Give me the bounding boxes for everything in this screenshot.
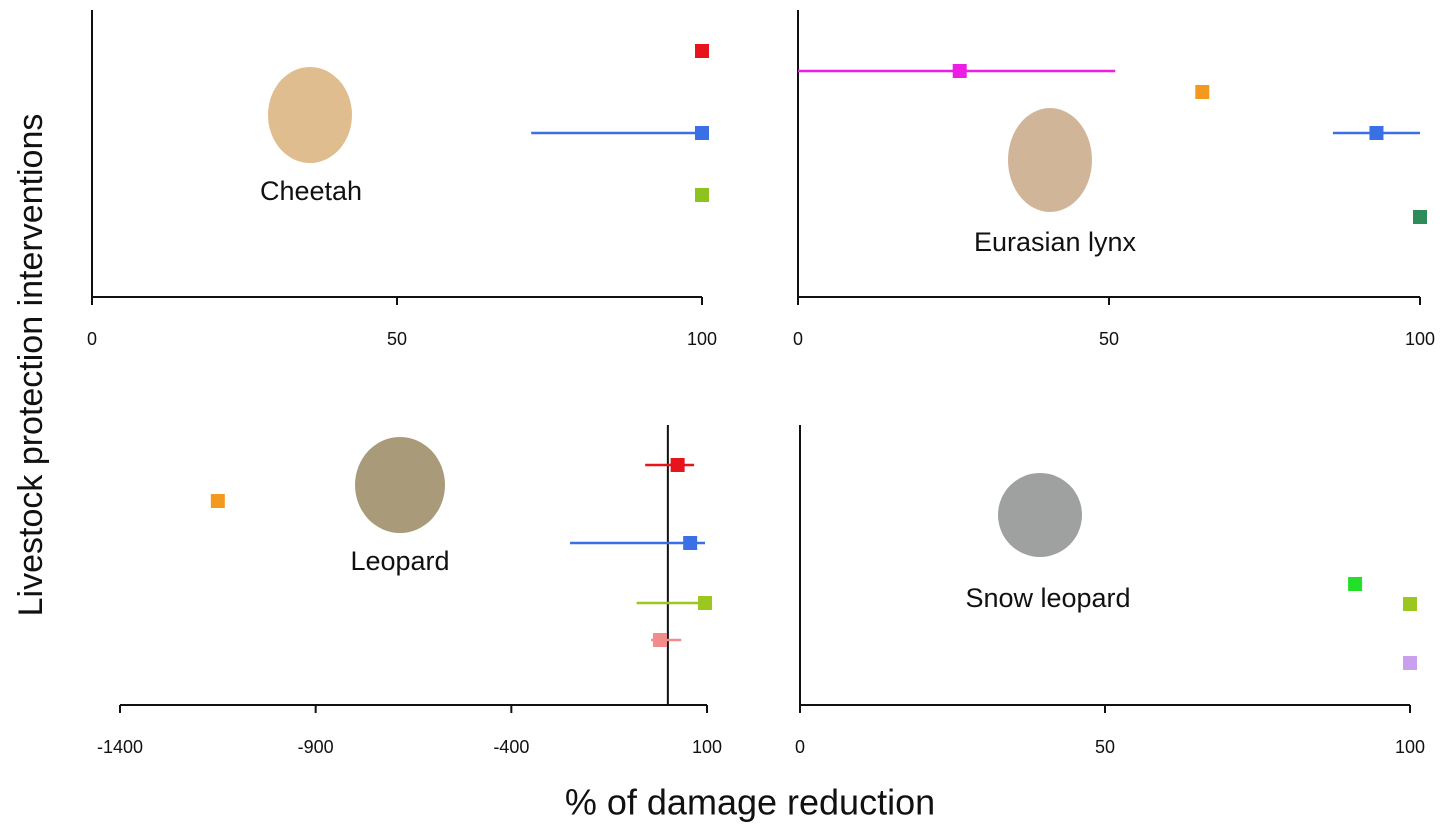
x-tick-label: -400 [493,737,529,757]
x-tick-label: 0 [87,329,97,349]
x-tick-label: 100 [687,329,717,349]
point [695,188,709,202]
panel-label: Leopard [350,546,449,576]
x-tick-label: 100 [1405,329,1435,349]
x-tick-label: -1400 [97,737,143,757]
point [1195,85,1209,99]
leopard-image [355,437,445,533]
animal-images [268,67,1092,557]
point [695,44,709,58]
x-tick-label: 0 [795,737,805,757]
x-tick-label: 50 [387,329,407,349]
panel-label: Snow leopard [965,583,1130,613]
x-tick-label: 50 [1095,737,1115,757]
point [695,126,709,140]
y-axis-label: Livestock protection interventions [12,114,50,617]
point [1403,656,1417,670]
point [653,633,667,647]
x-tick-label: -900 [298,737,334,757]
x-tick-label: 0 [793,329,803,349]
point [211,494,225,508]
panel-label: Eurasian lynx [974,227,1137,257]
point [1403,597,1417,611]
point [1413,210,1427,224]
point [671,458,685,472]
point [1348,577,1362,591]
point [1369,126,1383,140]
x-tick-label: 100 [692,737,722,757]
point [953,64,967,78]
x-tick-label: 50 [1099,329,1119,349]
x-axis-label: % of damage reduction [565,782,935,823]
point [698,596,712,610]
chart: % of damage reduction Livestock protecti… [0,0,1448,835]
cheetah-image [268,67,352,163]
lynx-image [1008,108,1092,212]
point [683,536,697,550]
panel-label: Cheetah [260,176,362,206]
x-tick-label: 100 [1395,737,1425,757]
snow-leopard-image [998,473,1082,557]
